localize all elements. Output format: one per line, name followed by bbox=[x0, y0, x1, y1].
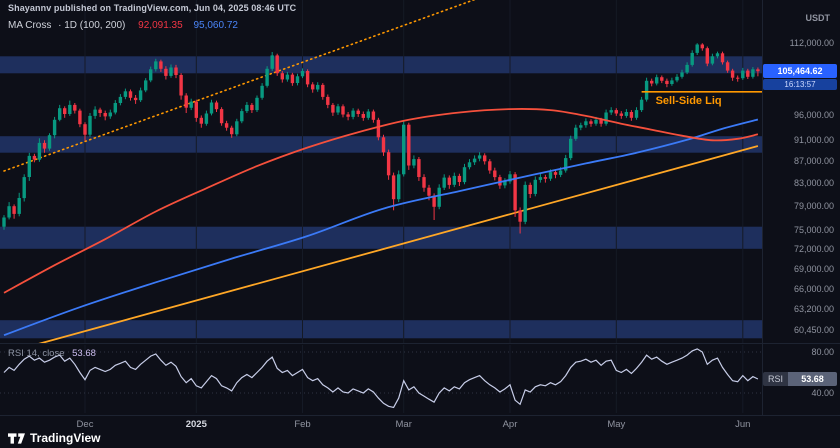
time-axis-divider bbox=[0, 415, 840, 416]
ma200-line[interactable] bbox=[3, 118, 759, 337]
rsi-value-badge: RSI 53.68 bbox=[763, 372, 837, 386]
rsi-legend-label: RSI 14, close bbox=[8, 348, 65, 359]
price-axis-label: 112,000.00 bbox=[789, 38, 834, 49]
time-axis-label: Apr bbox=[502, 419, 518, 430]
quote-currency-label: USDT bbox=[805, 13, 831, 23]
price-chart-canvas[interactable] bbox=[0, 0, 762, 343]
price-axis-label: 91,000.00 bbox=[793, 134, 834, 145]
tradingview-logo-text: TradingView bbox=[30, 431, 101, 445]
liquidity-zone bbox=[0, 56, 762, 74]
price-axis-label: 79,000.00 bbox=[793, 200, 834, 211]
time-axis-label: 2025 bbox=[185, 419, 207, 430]
liquidity-zone bbox=[0, 226, 762, 249]
price-axis-label: 69,000.00 bbox=[793, 263, 834, 274]
price-axis-label: 96,000.00 bbox=[793, 109, 834, 120]
rsi-legend-value: 53.68 bbox=[72, 348, 96, 359]
last-price-badge: 105,464.62 16:13:57 bbox=[763, 64, 837, 91]
legend-title: MA Cross bbox=[8, 20, 52, 31]
ma100-value: 92,091.35 bbox=[138, 20, 183, 31]
indicator-legend: MA Cross · 1D (100, 200) 92,091.35 95,06… bbox=[8, 20, 238, 31]
last-price-value: 105,464.62 bbox=[763, 64, 837, 79]
liquidity-zone bbox=[0, 320, 762, 339]
time-axis-label: May bbox=[607, 419, 626, 430]
price-axis-label: 63,200.00 bbox=[793, 304, 834, 315]
rsi-chart-canvas[interactable] bbox=[0, 345, 762, 413]
rsi-badge-label: RSI bbox=[763, 372, 789, 386]
time-axis-label: Feb bbox=[294, 419, 311, 430]
price-axis-label: 83,000.00 bbox=[793, 177, 834, 188]
price-scale-divider bbox=[762, 0, 763, 415]
bar-countdown: 16:13:57 bbox=[763, 79, 837, 91]
time-axis-label: Dec bbox=[76, 419, 94, 430]
price-axis-label: 66,000.00 bbox=[793, 284, 834, 295]
rsi-axis-label: 80.00 bbox=[811, 347, 834, 357]
rsi-badge-value: 53.68 bbox=[788, 372, 837, 386]
price-axis-label: 60,450.00 bbox=[793, 325, 834, 336]
support-trendline[interactable] bbox=[4, 145, 759, 343]
price-axis-label: 72,000.00 bbox=[793, 243, 834, 254]
time-axis-label: Jun bbox=[735, 419, 751, 430]
ma100-line[interactable] bbox=[3, 108, 759, 294]
rsi-axis-label: 40.00 bbox=[811, 388, 834, 398]
legend-descriptor: · 1D (100, 200) bbox=[58, 20, 126, 31]
price-axis-label: 87,000.00 bbox=[793, 155, 834, 166]
ma200-value: 95,060.72 bbox=[193, 20, 238, 31]
pane-divider[interactable] bbox=[0, 343, 840, 344]
rsi-line[interactable] bbox=[3, 348, 759, 409]
dotted-trendline[interactable] bbox=[3, 0, 476, 172]
tradingview-logo-icon bbox=[8, 432, 25, 444]
time-axis-label: Mar bbox=[395, 419, 412, 430]
rsi-legend: RSI 14, close 53.68 bbox=[8, 348, 96, 359]
price-axis-label: 75,000.00 bbox=[793, 224, 834, 235]
attribution: Shayannv published on TradingView.com, J… bbox=[8, 3, 297, 13]
tradingview-logo[interactable]: TradingView bbox=[8, 431, 100, 445]
sell-side-liq-label: Sell-Side Liq bbox=[655, 94, 722, 107]
